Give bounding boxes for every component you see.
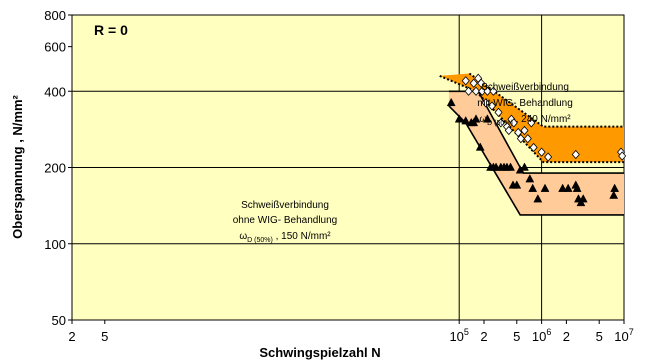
point-mit-wig-19 (520, 125, 529, 136)
series-1-omega-label: ωD (50%) , 240 N/mm² (479, 114, 571, 127)
point-ohne-wig-7 (482, 114, 492, 123)
point-mit-wig-14 (504, 125, 513, 136)
point-mit-wig-2 (469, 78, 478, 88)
x-tick-label-3: 2 (480, 329, 487, 344)
point-mit-wig-27 (618, 151, 627, 161)
point-mit-wig-5 (477, 78, 486, 88)
y-tick-label-5: 800 (44, 8, 66, 23)
point-ohne-wig-5 (471, 114, 481, 123)
x-tick-label-4: 5 (513, 329, 520, 344)
y-axis-ticks: 50 100 200 400 600 800 (44, 8, 72, 328)
point-ohne-wig-18 (520, 162, 529, 171)
point-mit-wig-16 (509, 118, 518, 128)
series-2-label-line-2: ohne WIG- Behandlung (233, 215, 338, 226)
x-tick-base-2: 10 (449, 329, 463, 344)
point-ohne-wig-16 (512, 180, 522, 189)
point-ohne-wig-26 (572, 183, 582, 192)
point-ohne-wig-31 (610, 183, 620, 192)
point-ohne-wig-22 (540, 183, 550, 192)
x-tick-label-6: 2 (563, 329, 570, 344)
point-ohne-wig-1 (454, 114, 464, 123)
y-axis-label: Oberspannung , N/mm² (10, 94, 25, 238)
x-tick-label-5: 106 (532, 327, 551, 344)
point-mit-wig-12 (496, 118, 505, 128)
point-ohne-wig-14 (506, 162, 515, 171)
series-2-label-line-1: Schweißverbindung (241, 200, 329, 211)
y-tick-label-1: 100 (44, 237, 66, 252)
data-points (446, 73, 627, 207)
y-tick-label-0: 50 (52, 313, 66, 328)
x-tick-label-2: 105 (449, 327, 468, 344)
gridlines (72, 15, 624, 320)
series-1-label-line-2: mit WIG- Behandlung (477, 98, 573, 109)
point-mit-wig-23 (537, 147, 546, 157)
series-2-omega-sub: D (50%) (247, 237, 273, 244)
point-mit-wig-22 (529, 142, 538, 153)
point-mit-wig-0 (461, 76, 470, 86)
point-ohne-wig-23 (558, 183, 568, 192)
x-tick-label-7: 5 (596, 329, 603, 344)
point-mit-wig-6 (478, 86, 487, 96)
x-tick-label-1: 5 (101, 329, 108, 344)
point-ohne-wig-6 (475, 142, 485, 151)
point-mit-wig-1 (464, 86, 473, 96)
series-1-omega-symbol: ω (479, 114, 487, 125)
x-tick-base-5: 10 (532, 329, 546, 344)
point-ohne-wig-0 (446, 97, 456, 107)
x-tick-exp-8: 7 (629, 327, 634, 337)
band-mit-wig-upper-line (468, 72, 624, 128)
point-mit-wig-4 (471, 86, 481, 96)
band-ohne-wig-upper-line (448, 90, 624, 174)
point-mit-wig-9 (487, 101, 497, 111)
band-mit-wig (439, 73, 624, 163)
series-2-omega-symbol: ω (239, 231, 247, 242)
point-mit-wig-17 (514, 127, 523, 138)
series-1-label-line-1: Schweißverbindung (481, 82, 569, 93)
x-tick-label-0: 2 (68, 329, 75, 344)
y-tick-label-2: 200 (44, 161, 66, 176)
x-axis-ticks: 2 5 105 2 5 106 2 5 107 (68, 320, 634, 344)
point-mit-wig-25 (571, 149, 580, 160)
point-ohne-wig-24 (563, 183, 573, 192)
series-1-omega-value: , 240 N/mm² (513, 114, 571, 125)
x-tick-base-8: 10 (614, 329, 628, 344)
y-tick-label-3: 400 (44, 84, 66, 99)
point-mit-wig-21 (527, 118, 536, 128)
point-mit-wig-20 (523, 134, 532, 144)
point-ohne-wig-2 (461, 116, 471, 125)
point-ohne-wig-19 (525, 174, 535, 183)
point-mit-wig-11 (494, 107, 503, 118)
point-ohne-wig-20 (528, 183, 538, 192)
band-ohne-wig (448, 91, 624, 215)
x-axis-label: Schwingspielzahl N (259, 345, 380, 360)
point-mit-wig-18 (516, 134, 525, 144)
point-mit-wig-8 (481, 98, 490, 108)
series-2-omega-label: ωD (50%) , 150 N/mm² (239, 231, 331, 244)
point-ohne-wig-30 (609, 190, 619, 199)
point-mit-wig-7 (483, 86, 492, 96)
point-ohne-wig-21 (533, 194, 543, 203)
y-tick-label-4: 600 (44, 40, 66, 55)
point-ohne-wig-29 (578, 194, 588, 203)
x-tick-label-8: 107 (614, 327, 633, 344)
series-1-omega-sub: D (50%) (487, 120, 513, 127)
x-tick-exp-5: 6 (546, 327, 551, 337)
point-mit-wig-10 (489, 86, 498, 96)
r-ratio-label: R = 0 (94, 22, 128, 38)
point-mit-wig-24 (544, 152, 553, 162)
x-tick-exp-2: 5 (464, 327, 469, 337)
series-2-omega-value: , 150 N/mm² (273, 231, 331, 242)
